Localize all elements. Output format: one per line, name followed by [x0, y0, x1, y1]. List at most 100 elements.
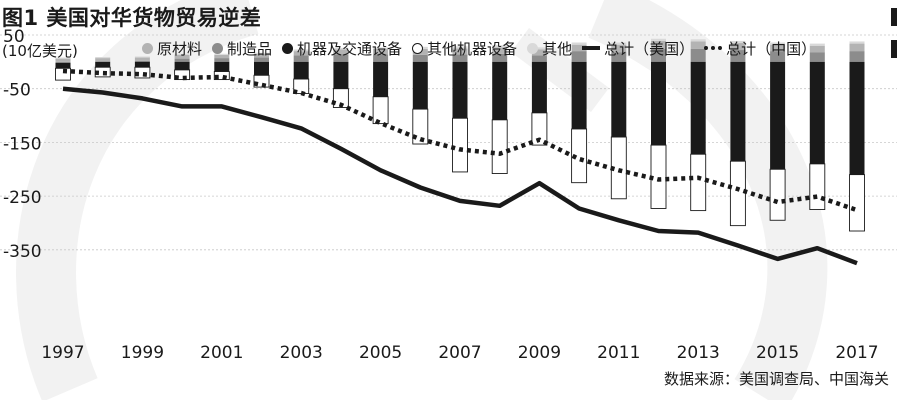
bar-raw: [849, 43, 865, 52]
bar-raw: [730, 43, 746, 51]
bar-other-mach: [491, 119, 508, 174]
bar-mfg: [611, 52, 627, 62]
bar-other-mach: [809, 163, 826, 210]
corner-mark-legend: [891, 40, 897, 58]
x-tick-label: 2011: [597, 343, 640, 363]
bar-mfg: [770, 51, 786, 62]
bar-other-mach: [690, 153, 707, 212]
bar-mfg: [452, 54, 468, 62]
bar-mach: [214, 61, 230, 72]
legend-label-other-mach: 其他机器设备: [427, 39, 518, 58]
legend-item-mfg: 制造品: [212, 38, 272, 59]
x-tick-label: 2013: [677, 343, 720, 363]
x-tick-label: 2003: [280, 343, 323, 363]
legend: 原材料 制造品 机器及交通设备 其他机器设备 其他 总计（美国） 总计（中国）: [142, 37, 897, 59]
x-tick-label: 2009: [518, 343, 561, 363]
bar-raw: [293, 51, 309, 56]
y-tick-label: -250: [3, 188, 42, 208]
x-tick-label: 2015: [756, 343, 799, 363]
legend-marker-mfg: [212, 42, 224, 54]
bar-mach: [690, 61, 706, 155]
bar-raw: [55, 58, 71, 62]
bar-mach: [134, 61, 150, 68]
series-line-us-total: [62, 86, 858, 266]
bar-other-mach: [571, 128, 588, 184]
bar-other-mach: [729, 160, 746, 227]
bar-other-mach: [332, 88, 349, 108]
x-tick-label: 1999: [121, 343, 164, 363]
bar-mfg: [134, 60, 150, 62]
legend-label-mach: 机器及交通设备: [297, 39, 403, 58]
bar-mach: [611, 61, 627, 138]
x-tick-label: 2005: [359, 343, 402, 363]
legend-label-us-total: 总计（美国）: [604, 39, 695, 58]
legend-label-cn-total: 总计（中国）: [726, 39, 817, 58]
bar-raw: [452, 48, 468, 55]
bar-misc: [95, 57, 111, 59]
bar-misc: [452, 46, 468, 49]
bar-raw: [809, 45, 825, 53]
bar-misc: [492, 45, 508, 48]
bar-misc: [531, 47, 547, 50]
bar-mfg: [254, 57, 269, 62]
bar-mach: [254, 61, 269, 76]
bar-mfg: [333, 54, 349, 62]
y-axis-ticks: 50 -50 -150 -250 -350: [3, 27, 42, 262]
x-axis-ticks: 1997 1999 2001 2003 2005 2007 2009 2011 2013 2015…: [41, 343, 878, 363]
watermark-arc-left: [16, 0, 259, 400]
bar-other-mach: [134, 66, 151, 79]
legend-item-cn-total: 总计（中国）: [704, 38, 816, 59]
bar-mfg: [730, 50, 746, 62]
bar-other-mach: [213, 71, 230, 81]
bar-mach: [452, 61, 468, 119]
x-tick-label: 2017: [835, 343, 878, 363]
legend-label-mfg: 制造品: [227, 39, 273, 58]
bar-mach: [373, 61, 389, 97]
bar-raw: [254, 53, 269, 58]
bar-raw: [333, 49, 349, 55]
bar-mfg: [571, 51, 587, 62]
bar-mfg: [651, 48, 666, 62]
legend-label-misc: 其他: [542, 39, 573, 58]
bar-mach: [730, 61, 746, 162]
bar-other-mach: [531, 112, 548, 146]
bar-mfg: [531, 55, 547, 62]
legend-marker-mach: [282, 42, 294, 54]
bar-misc: [373, 47, 389, 49]
bar-misc: [174, 53, 190, 55]
bar-mach: [651, 61, 666, 146]
y-tick-label: 50: [3, 27, 25, 47]
legend-marker-raw: [142, 42, 153, 54]
bar-raw: [174, 54, 190, 59]
bar-mfg: [492, 53, 508, 62]
bar-mfg: [690, 48, 706, 62]
bar-misc: [690, 39, 706, 42]
bar-misc: [134, 56, 150, 58]
y-tick-label: -50: [3, 81, 31, 101]
legend-item-other-mach: 其他机器设备: [412, 38, 517, 59]
bar-mach: [412, 61, 428, 110]
bar-mach: [293, 61, 309, 80]
bar-mach: [770, 61, 786, 170]
y-tick-label: -350: [3, 242, 42, 262]
bar-raw: [134, 57, 150, 61]
bar-other-mach: [452, 117, 468, 173]
figure-title: 图1 美国对华货物贸易逆差: [2, 6, 262, 30]
data-source: 数据来源：美国调查局、中国海关: [663, 370, 889, 388]
bar-raw: [492, 47, 508, 54]
legend-marker-other-mach: [412, 42, 424, 54]
bar-other-mach: [769, 168, 786, 221]
bar-mfg: [849, 51, 865, 62]
legend-item-us-total: 总计（美国）: [582, 38, 694, 59]
bar-raw: [373, 48, 389, 55]
bar-misc: [214, 53, 230, 55]
bar-misc: [809, 43, 825, 46]
bar-raw: [690, 41, 706, 49]
bar-misc: [293, 49, 309, 52]
legend-item-mach: 机器及交通设备: [282, 38, 402, 59]
bar-other-mach: [174, 69, 191, 81]
bar-mach: [492, 61, 508, 120]
bar-raw: [214, 54, 230, 59]
legend-marker-cn-total: [704, 46, 723, 50]
corner-mark-top: [891, 8, 897, 26]
